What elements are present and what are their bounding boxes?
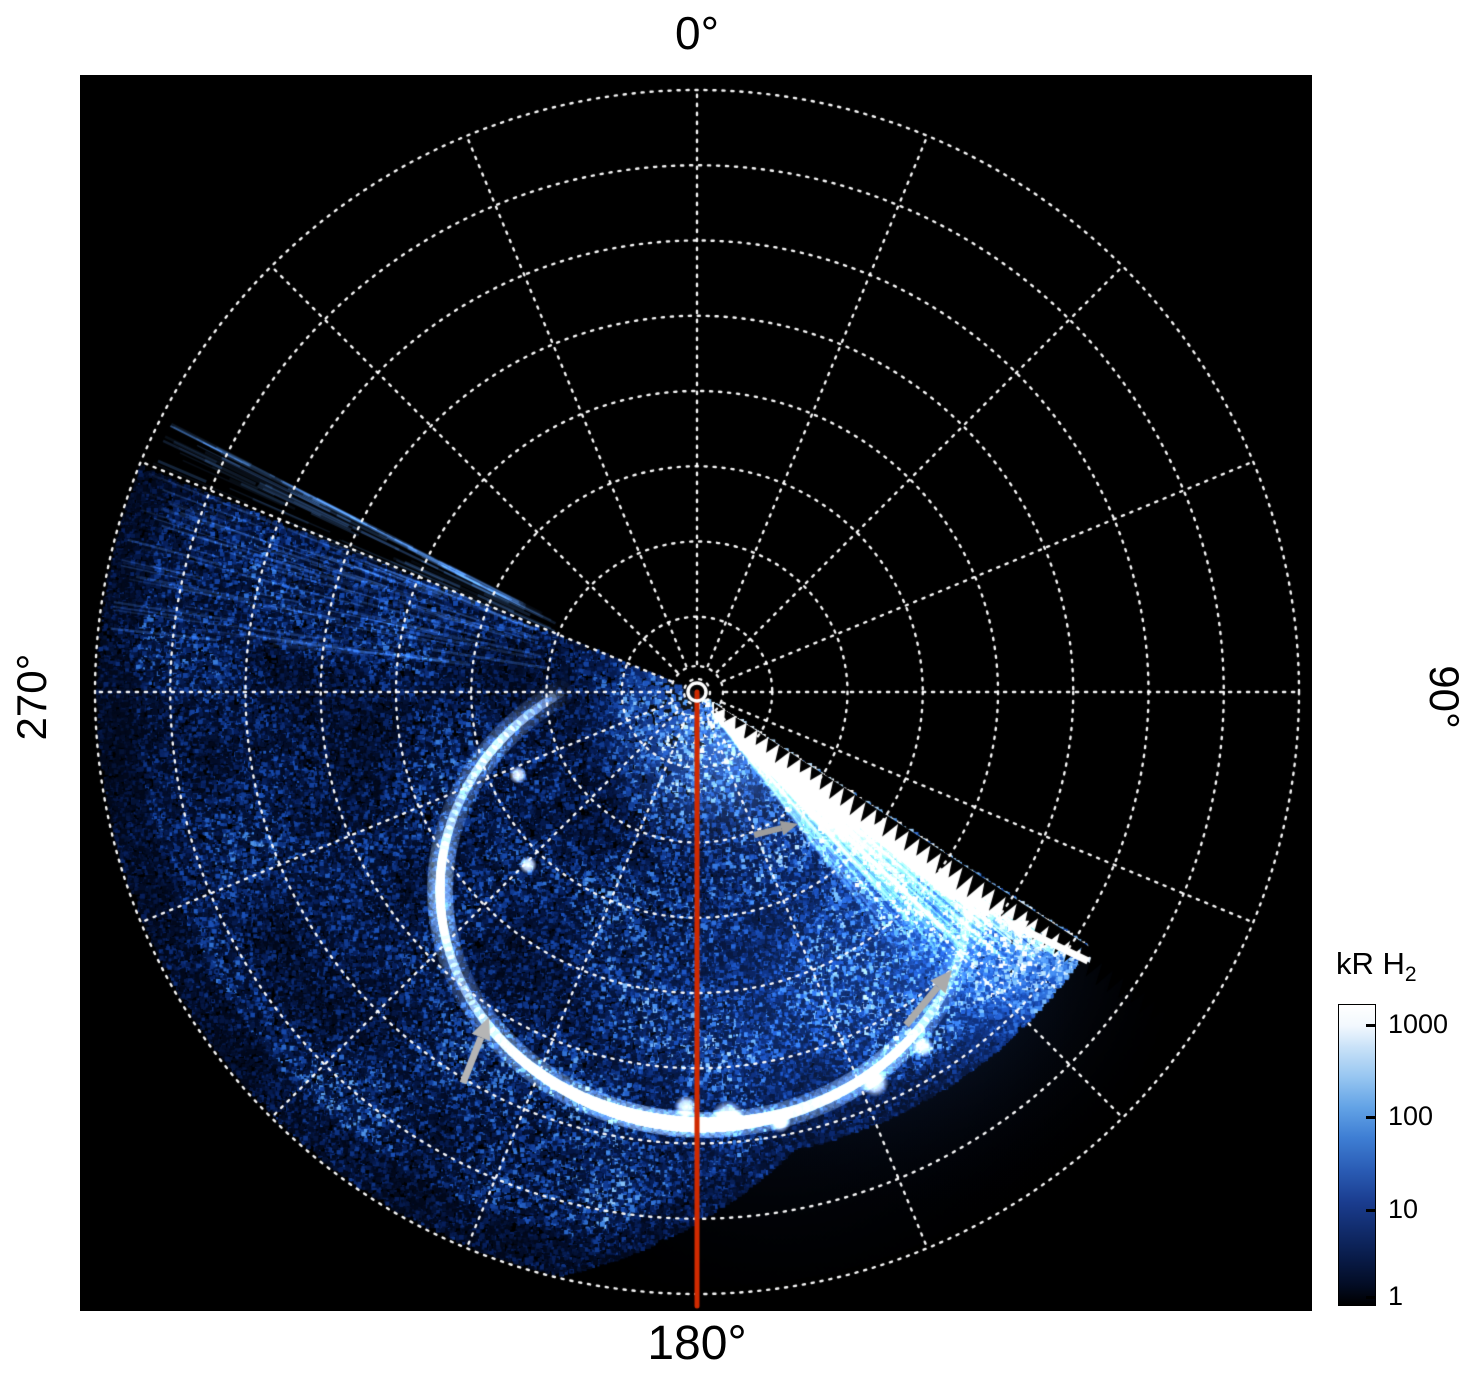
angle-label-90: 90° <box>1421 665 1468 729</box>
colorbar-tick-label-1: 1 <box>1388 1281 1404 1311</box>
colorbar-tickmark-10 <box>1366 1209 1375 1212</box>
colorbar-gradient <box>1338 1004 1376 1306</box>
colorbar-title: kR H2 <box>1336 946 1417 987</box>
colorbar-tick-label-10: 10 <box>1388 1194 1419 1224</box>
colorbar-tick-label-100: 100 <box>1388 1101 1434 1131</box>
colorbar-tick-label-1000: 1000 <box>1388 1009 1449 1039</box>
colorbar-tickmark-1000 <box>1366 1024 1375 1027</box>
aurora-polar-map-canvas <box>80 75 1312 1311</box>
colorbar-title-text: kR H <box>1336 946 1405 981</box>
angle-label-0: 0° <box>675 7 719 59</box>
polar-projection-plot <box>80 75 1312 1311</box>
angle-label-180: 180° <box>647 1317 747 1370</box>
colorbar-tickmark-100 <box>1366 1116 1375 1119</box>
colorbar-title-subscript: 2 <box>1404 963 1417 987</box>
colorbar: kR H2 1000 100 10 1 <box>1334 946 1480 1330</box>
colorbar-tickmark-1 <box>1366 1296 1375 1299</box>
angle-label-270: 270° <box>8 653 55 741</box>
